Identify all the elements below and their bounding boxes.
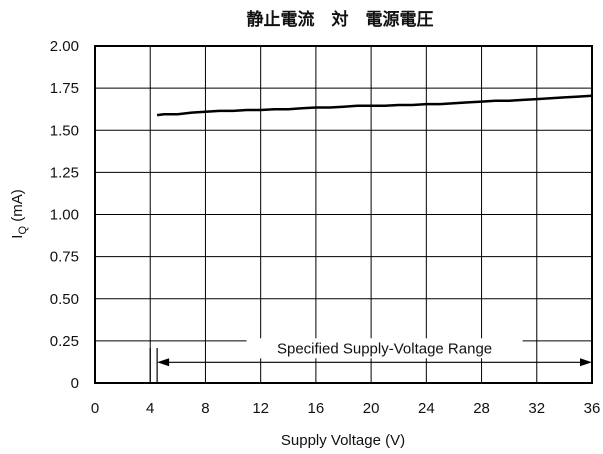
series-layer [156,94,593,117]
x-tick-label: 4 [146,400,154,417]
grid [95,46,592,383]
y-tick-label: 0.75 [50,249,79,266]
y-tick-label: 0.50 [50,291,79,308]
y-tick-label: 1.00 [50,207,79,224]
x-tick-label: 32 [528,400,545,417]
y-tick-label: 1.50 [50,122,79,139]
range-arrowhead-right [580,358,592,367]
chart-title: 静止電流 対 電源電圧 [247,9,434,30]
plot-frame [94,45,593,384]
y-tick-label: 0.25 [50,333,79,350]
x-tick-label: 12 [252,400,269,417]
x-tick-label: 20 [363,400,380,417]
y-axis-title-unit: (mA) [9,189,26,226]
y-tick-labels: 0 0.25 0.50 0.75 1.00 1.25 1.50 1.75 2.00 [50,38,79,392]
x-axis-title: Supply Voltage (V) [281,432,405,449]
y-tick-label: 1.25 [50,164,79,181]
y-axis-title-main: I [9,235,26,239]
range-annotation: Specified Supply-Voltage Range [149,338,592,383]
y-tick-label: 1.75 [50,80,79,97]
x-tick-label: 36 [584,400,601,417]
y-tick-label: 0 [71,375,79,392]
x-tick-label: 16 [308,400,325,417]
x-tick-label: 8 [201,400,209,417]
series-line [156,94,593,117]
x-tick-labels: 0 4 8 12 16 20 24 28 32 36 [91,400,601,417]
annotation-label: Specified Supply-Voltage Range [277,340,492,357]
y-tick-label: 2.00 [50,38,79,55]
annotation-background [246,338,523,359]
x-tick-label: 24 [418,400,435,417]
y-axis-title-subscript: Q [17,226,29,235]
x-tick-label: 28 [473,400,490,417]
x-tick-label: 0 [91,400,99,417]
y-axis-title: IQ (mA) [9,189,29,238]
range-arrowhead-left [157,358,170,367]
